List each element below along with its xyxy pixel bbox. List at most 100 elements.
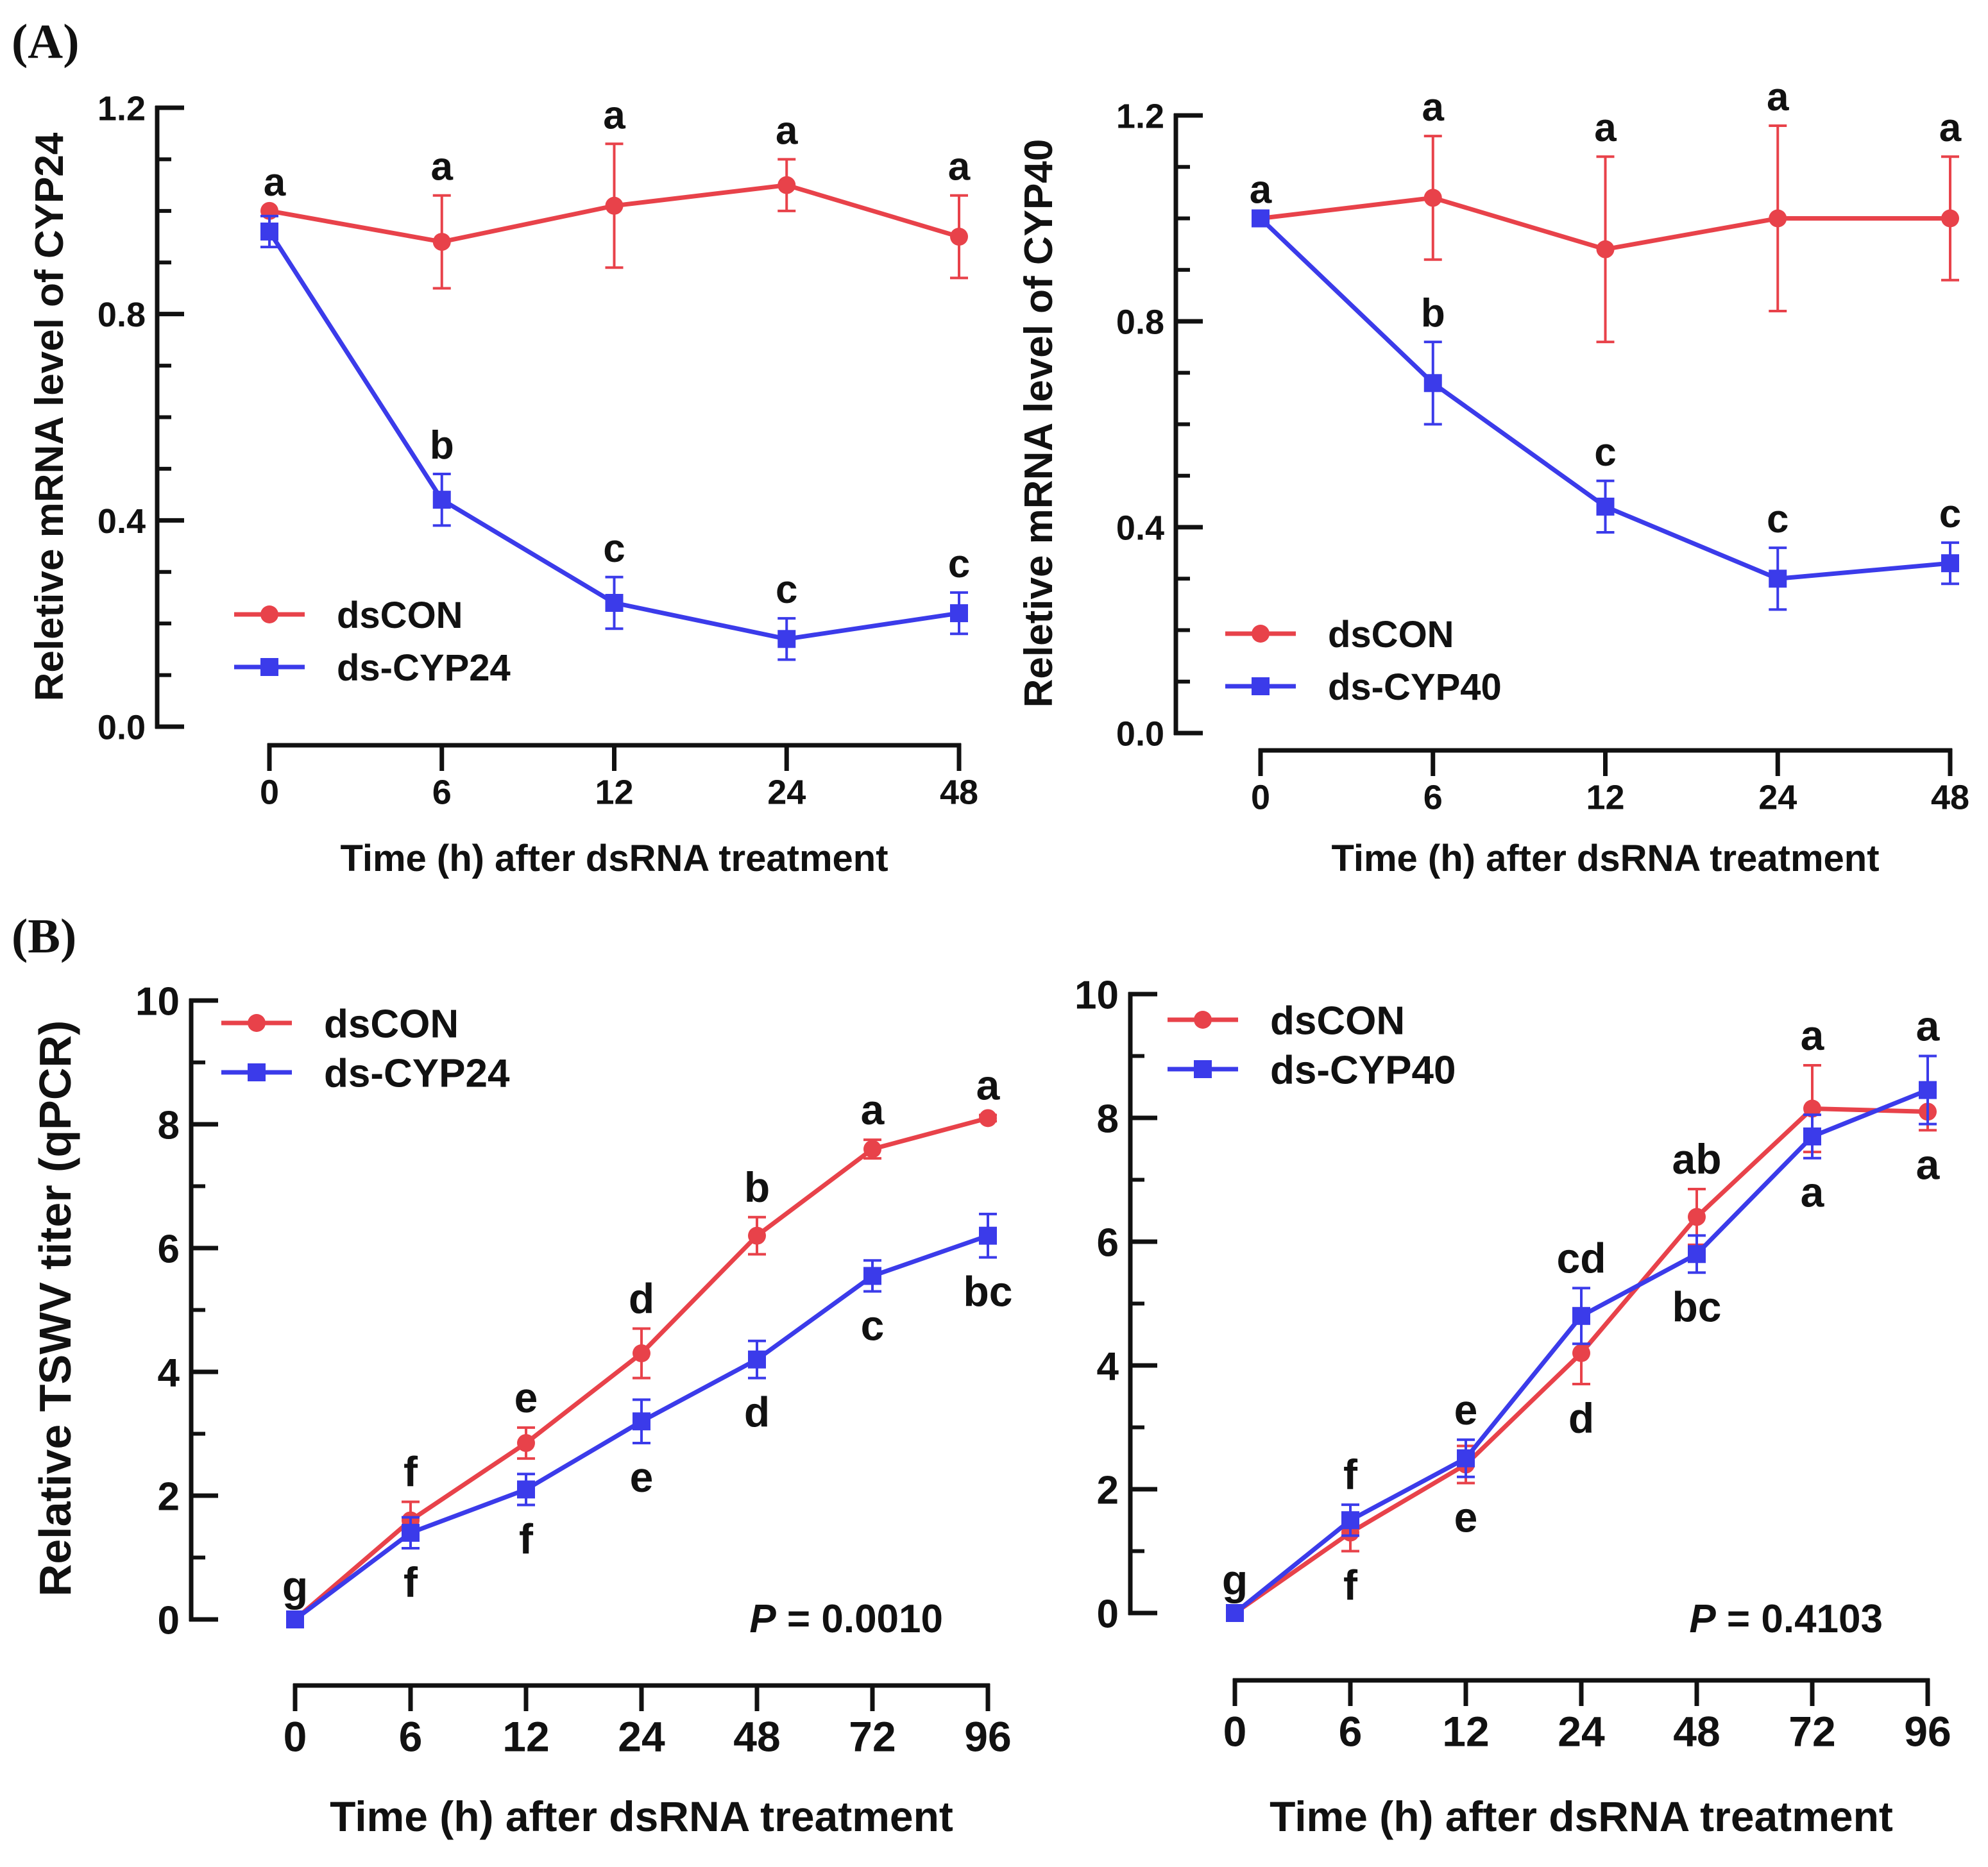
x-tick-label: 24 — [767, 773, 806, 811]
data-point — [777, 630, 796, 648]
x-tick-label: 96 — [1904, 1708, 1951, 1755]
series-ds-cyp24 — [260, 214, 968, 661]
significance-letter: c — [603, 527, 625, 571]
significance-letter: a — [431, 145, 454, 189]
series-ds-cyp40 — [1226, 1054, 1937, 1622]
significance-letter: bc — [963, 1267, 1012, 1315]
data-point — [1341, 1511, 1359, 1530]
data-point — [1919, 1081, 1937, 1099]
significance-letter: a — [1250, 168, 1272, 212]
data-point — [950, 228, 968, 246]
data-point — [605, 594, 624, 612]
significance-letter: c — [1939, 492, 1961, 536]
data-point — [748, 1226, 766, 1245]
x-axis-title: Time (h) after dsRNA treatment — [330, 1793, 953, 1840]
x-tick-label: 6 — [1423, 778, 1443, 816]
data-point — [260, 223, 278, 241]
significance-letter: d — [1568, 1394, 1594, 1442]
p-value-symbol: P — [749, 1597, 776, 1641]
y-tick-label: 0 — [1097, 1592, 1119, 1636]
data-point — [950, 604, 968, 623]
legend-label: ds-CYP24 — [324, 1051, 510, 1095]
x-tick-label: 24 — [1758, 778, 1797, 816]
x-tick-label: 48 — [940, 773, 978, 811]
y-tick-label: 8 — [158, 1103, 180, 1147]
legend-label: ds-CYP40 — [1328, 666, 1502, 708]
legend-marker — [1194, 1060, 1212, 1078]
significance-letter: a — [776, 108, 798, 153]
data-point — [1596, 240, 1615, 258]
significance-letter: c — [861, 1302, 885, 1349]
x-axis-title: Time (h) after dsRNA treatment — [1331, 838, 1879, 879]
data-point — [633, 1344, 650, 1363]
significance-letter: c — [776, 568, 797, 612]
x-tick-label: 6 — [432, 773, 452, 811]
series-dscon — [1252, 124, 1959, 344]
data-point — [863, 1267, 881, 1285]
data-point — [1688, 1208, 1706, 1226]
legend-label: dsCON — [1270, 999, 1405, 1043]
significance-letter: b — [744, 1163, 770, 1211]
significance-letter: cd — [1556, 1234, 1606, 1281]
data-point — [1423, 374, 1442, 393]
significance-letter: f — [1343, 1562, 1358, 1609]
legend-marker — [248, 1014, 266, 1032]
significance-letter: g — [282, 1562, 308, 1610]
p-value-number: = 0.4103 — [1716, 1597, 1883, 1641]
significance-letter: c — [948, 542, 970, 586]
y-tick-label: 0.8 — [98, 296, 146, 334]
p-value: P = 0.0010 — [749, 1597, 943, 1641]
significance-letter: a — [1801, 1169, 1825, 1216]
panel-b-label: (B) — [12, 909, 76, 963]
significance-letter: a — [1767, 75, 1789, 119]
significance-letter: a — [1801, 1011, 1825, 1059]
y-tick-label: 1.2 — [1116, 97, 1164, 135]
significance-letter: a — [861, 1086, 885, 1133]
y-tick-label: 0.4 — [98, 502, 146, 541]
legend-marker — [260, 605, 278, 623]
significance-letter: ab — [1672, 1135, 1721, 1183]
significance-letter: e — [1454, 1386, 1478, 1433]
y-tick-label: 8 — [1097, 1097, 1119, 1141]
significance-letter: e — [514, 1374, 538, 1421]
significance-letter: g — [1222, 1556, 1248, 1603]
y-tick-label: 2 — [1097, 1468, 1119, 1512]
legend-marker — [1252, 625, 1270, 643]
y-tick-label: 4 — [1097, 1344, 1119, 1389]
x-tick-label: 72 — [1788, 1708, 1835, 1755]
data-point — [1803, 1127, 1821, 1145]
p-value: P = 0.4103 — [1689, 1597, 1883, 1641]
data-point — [286, 1610, 304, 1628]
y-axis-title: Relative TSWV titer (qPCR) — [30, 1020, 80, 1596]
y-axis-title: Reletive mRNA level of CYP24 — [28, 132, 72, 701]
significance-letter: c — [1767, 497, 1788, 541]
legend-label: dsCON — [1328, 614, 1454, 655]
significance-letter: a — [948, 145, 971, 189]
y-tick-label: 0.4 — [1116, 509, 1164, 547]
data-point — [1572, 1344, 1590, 1362]
legend-marker — [260, 658, 278, 676]
significance-letter: f — [1343, 1451, 1358, 1498]
y-tick-label: 0.8 — [1116, 303, 1164, 341]
significance-letter: e — [1454, 1493, 1478, 1541]
y-axis-title: Reletive mRNA level of CYP40 — [1017, 139, 1061, 708]
x-tick-label: 0 — [260, 773, 279, 811]
significance-letter: bc — [1672, 1283, 1721, 1330]
data-point — [1252, 209, 1270, 228]
data-point — [1941, 209, 1959, 228]
y-tick-label: 2 — [158, 1474, 180, 1519]
data-point — [1457, 1449, 1475, 1467]
data-point — [1596, 497, 1615, 516]
p-value-symbol: P — [1689, 1597, 1716, 1641]
legend-label: ds-CYP40 — [1270, 1048, 1456, 1092]
chart-a1-cyp24-mrna: 0.0 0.4 0.8 1.2 0 6 12 24 48 Time (h) after dsRNA… — [28, 89, 978, 879]
y-tick-label: 0.0 — [98, 708, 146, 747]
y-tick-label: 10 — [1075, 973, 1119, 1017]
y-tick-label: 4 — [158, 1351, 180, 1395]
x-tick-label: 24 — [618, 1713, 665, 1761]
x-tick-label: 48 — [733, 1713, 780, 1761]
x-tick-label: 6 — [1339, 1708, 1363, 1755]
legend-label: dsCON — [337, 595, 463, 636]
